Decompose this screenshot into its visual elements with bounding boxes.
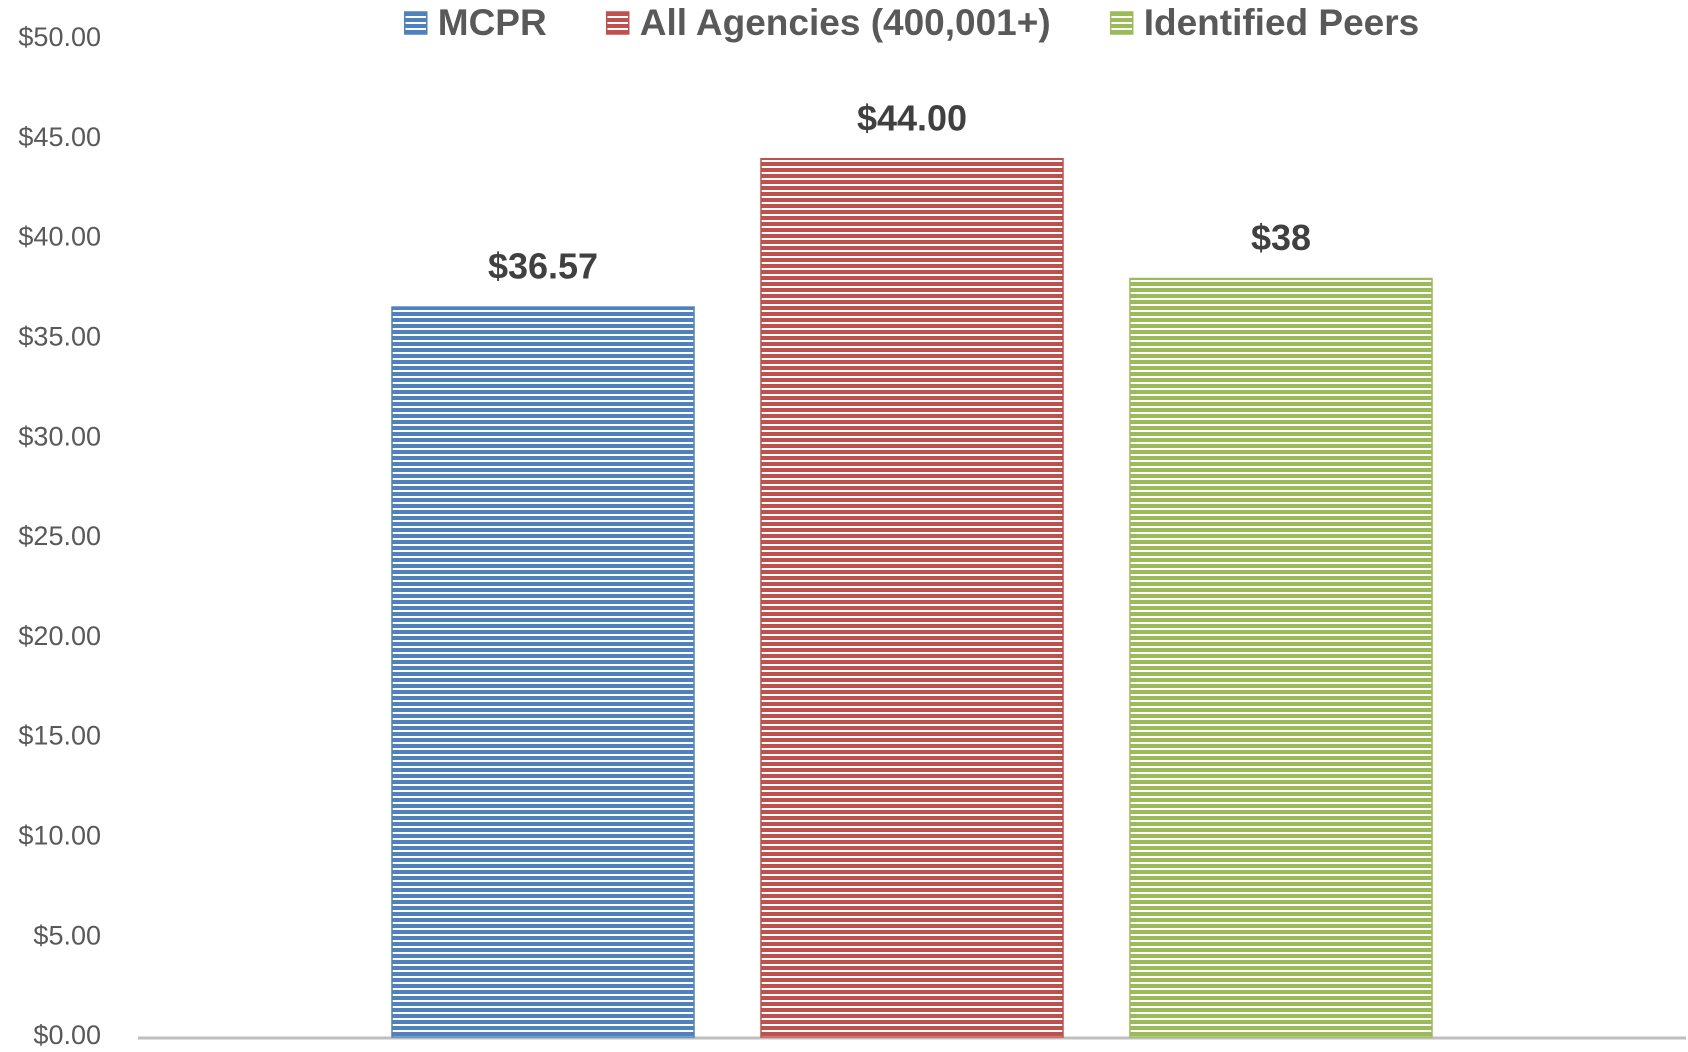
legend: MCPR All Agencies (400,001+) Identified Pe… xyxy=(404,2,1420,43)
data-label: $36.57 xyxy=(488,246,598,287)
legend-swatch xyxy=(404,11,428,35)
y-tick-label: $20.00 xyxy=(18,621,101,651)
legend-swatch xyxy=(1109,11,1134,35)
y-tick-label: $40.00 xyxy=(18,222,101,252)
bar xyxy=(760,158,1064,1038)
legend-label: Identified Peers xyxy=(1144,2,1420,43)
bar xyxy=(1129,277,1433,1038)
y-tick-label: $35.00 xyxy=(18,322,101,352)
y-tick-label: $25.00 xyxy=(18,521,101,551)
data-label: $38 xyxy=(1251,217,1311,258)
y-tick-label: $45.00 xyxy=(18,122,101,152)
legend-swatch xyxy=(605,11,630,35)
y-tick-label: $10.00 xyxy=(18,821,101,851)
legend-label: All Agencies (400,001+) xyxy=(640,2,1051,43)
legend-label: MCPR xyxy=(438,2,547,43)
bar xyxy=(391,306,695,1038)
y-tick-label: $0.00 xyxy=(33,1020,101,1050)
y-tick-label: $50.00 xyxy=(18,22,101,52)
y-tick-label: $15.00 xyxy=(18,721,101,751)
y-tick-label: $5.00 xyxy=(33,920,101,950)
y-tick-label: $30.00 xyxy=(18,421,101,451)
data-label: $44.00 xyxy=(857,97,967,138)
